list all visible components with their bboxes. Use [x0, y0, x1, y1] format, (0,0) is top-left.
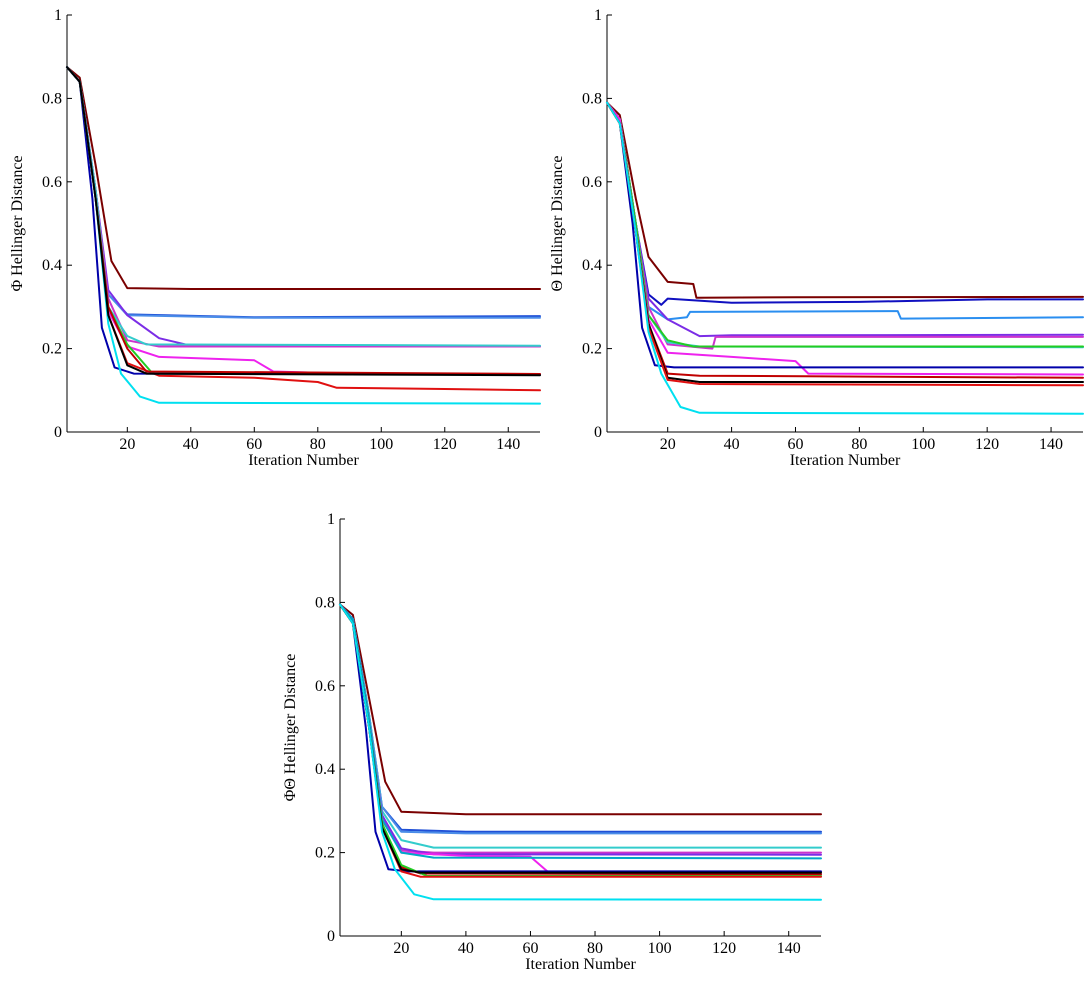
- y-tick-label: 0: [54, 424, 62, 441]
- x-tick-label: 140: [777, 940, 801, 957]
- x-tick-label: 120: [433, 436, 457, 453]
- x-tick-label: 120: [712, 940, 736, 957]
- series-line-11: [66, 66, 541, 375]
- series-line-8: [606, 101, 1084, 376]
- series-group: [606, 101, 1084, 415]
- series-line-1: [606, 101, 1084, 299]
- series-line-1: [66, 66, 541, 290]
- y-tick-label: 0: [594, 424, 602, 441]
- x-tick-label: 60: [246, 436, 262, 453]
- x-tick-label: 40: [724, 436, 740, 453]
- x-tick-label: 140: [1039, 436, 1063, 453]
- y-tick-label: 0.8: [582, 90, 602, 107]
- series-line-7: [66, 66, 541, 376]
- x-tick-label: 100: [911, 436, 935, 453]
- series-line-3: [66, 66, 541, 319]
- y-tick-label: 0.2: [315, 845, 335, 862]
- x-axis-title: Iteration Number: [790, 452, 901, 469]
- y-tick-label: 1: [594, 7, 602, 24]
- x-tick-label: 40: [458, 940, 474, 957]
- series-line-8: [339, 603, 822, 860]
- series-line-3: [606, 101, 1084, 321]
- series-line-14: [339, 603, 822, 901]
- y-axis-title: ΦΘ Hellinger Distance: [282, 654, 299, 802]
- series-line-11: [606, 101, 1084, 383]
- y-axis-title: Θ Hellinger Distance: [549, 156, 566, 292]
- x-tick-label: 60: [787, 436, 803, 453]
- series-group: [66, 66, 541, 405]
- series-line-10: [66, 66, 541, 376]
- y-tick-label: 0: [327, 928, 335, 945]
- series-line-9: [606, 101, 1084, 369]
- x-tick-label: 80: [310, 436, 326, 453]
- x-tick-label: 80: [587, 940, 603, 957]
- series-line-4: [66, 66, 541, 348]
- series-line-12: [339, 603, 822, 878]
- y-axis-title: Φ Hellinger Distance: [9, 155, 26, 291]
- x-tick-label: 140: [496, 436, 520, 453]
- series-line-11: [339, 603, 822, 877]
- series-line-13: [66, 66, 541, 377]
- x-tick-label: 40: [183, 436, 199, 453]
- series-line-5: [66, 66, 541, 348]
- series-line-6: [339, 603, 822, 856]
- x-tick-label: 100: [648, 940, 672, 957]
- x-tick-label: 60: [522, 940, 538, 957]
- series-line-2: [339, 603, 822, 833]
- y-tick-label: 0.6: [582, 174, 602, 191]
- y-tick-label: 0.8: [42, 90, 62, 107]
- x-tick-label: 100: [369, 436, 393, 453]
- y-tick-label: 0.4: [42, 257, 62, 274]
- y-tick-label: 0.4: [315, 761, 335, 778]
- series-group: [339, 603, 822, 901]
- series-line-12: [66, 66, 541, 405]
- series-line-1: [339, 603, 822, 816]
- x-tick-label: 80: [851, 436, 867, 453]
- x-axis-title: Iteration Number: [525, 956, 636, 973]
- y-tick-label: 0.6: [315, 678, 335, 695]
- series-line-7: [606, 101, 1084, 348]
- x-tick-label: 20: [119, 436, 135, 453]
- x-tick-label: 20: [660, 436, 676, 453]
- y-tick-label: 1: [327, 511, 335, 528]
- y-tick-label: 0.2: [582, 341, 602, 358]
- series-line-13: [606, 101, 1084, 415]
- series-line-2: [606, 101, 1084, 306]
- x-tick-label: 20: [393, 940, 409, 957]
- x-tick-label: 120: [975, 436, 999, 453]
- y-tick-label: 0.8: [315, 594, 335, 611]
- y-tick-label: 0.6: [42, 174, 62, 191]
- series-line-3: [339, 603, 822, 835]
- series-line-6: [66, 66, 541, 347]
- y-tick-label: 0.4: [582, 257, 602, 274]
- series-line-5: [339, 603, 822, 854]
- series-line-9: [66, 66, 541, 376]
- x-axis-title: Iteration Number: [248, 452, 359, 469]
- y-tick-label: 0.2: [42, 341, 62, 358]
- series-line-2: [66, 66, 541, 319]
- y-tick-label: 1: [54, 7, 62, 24]
